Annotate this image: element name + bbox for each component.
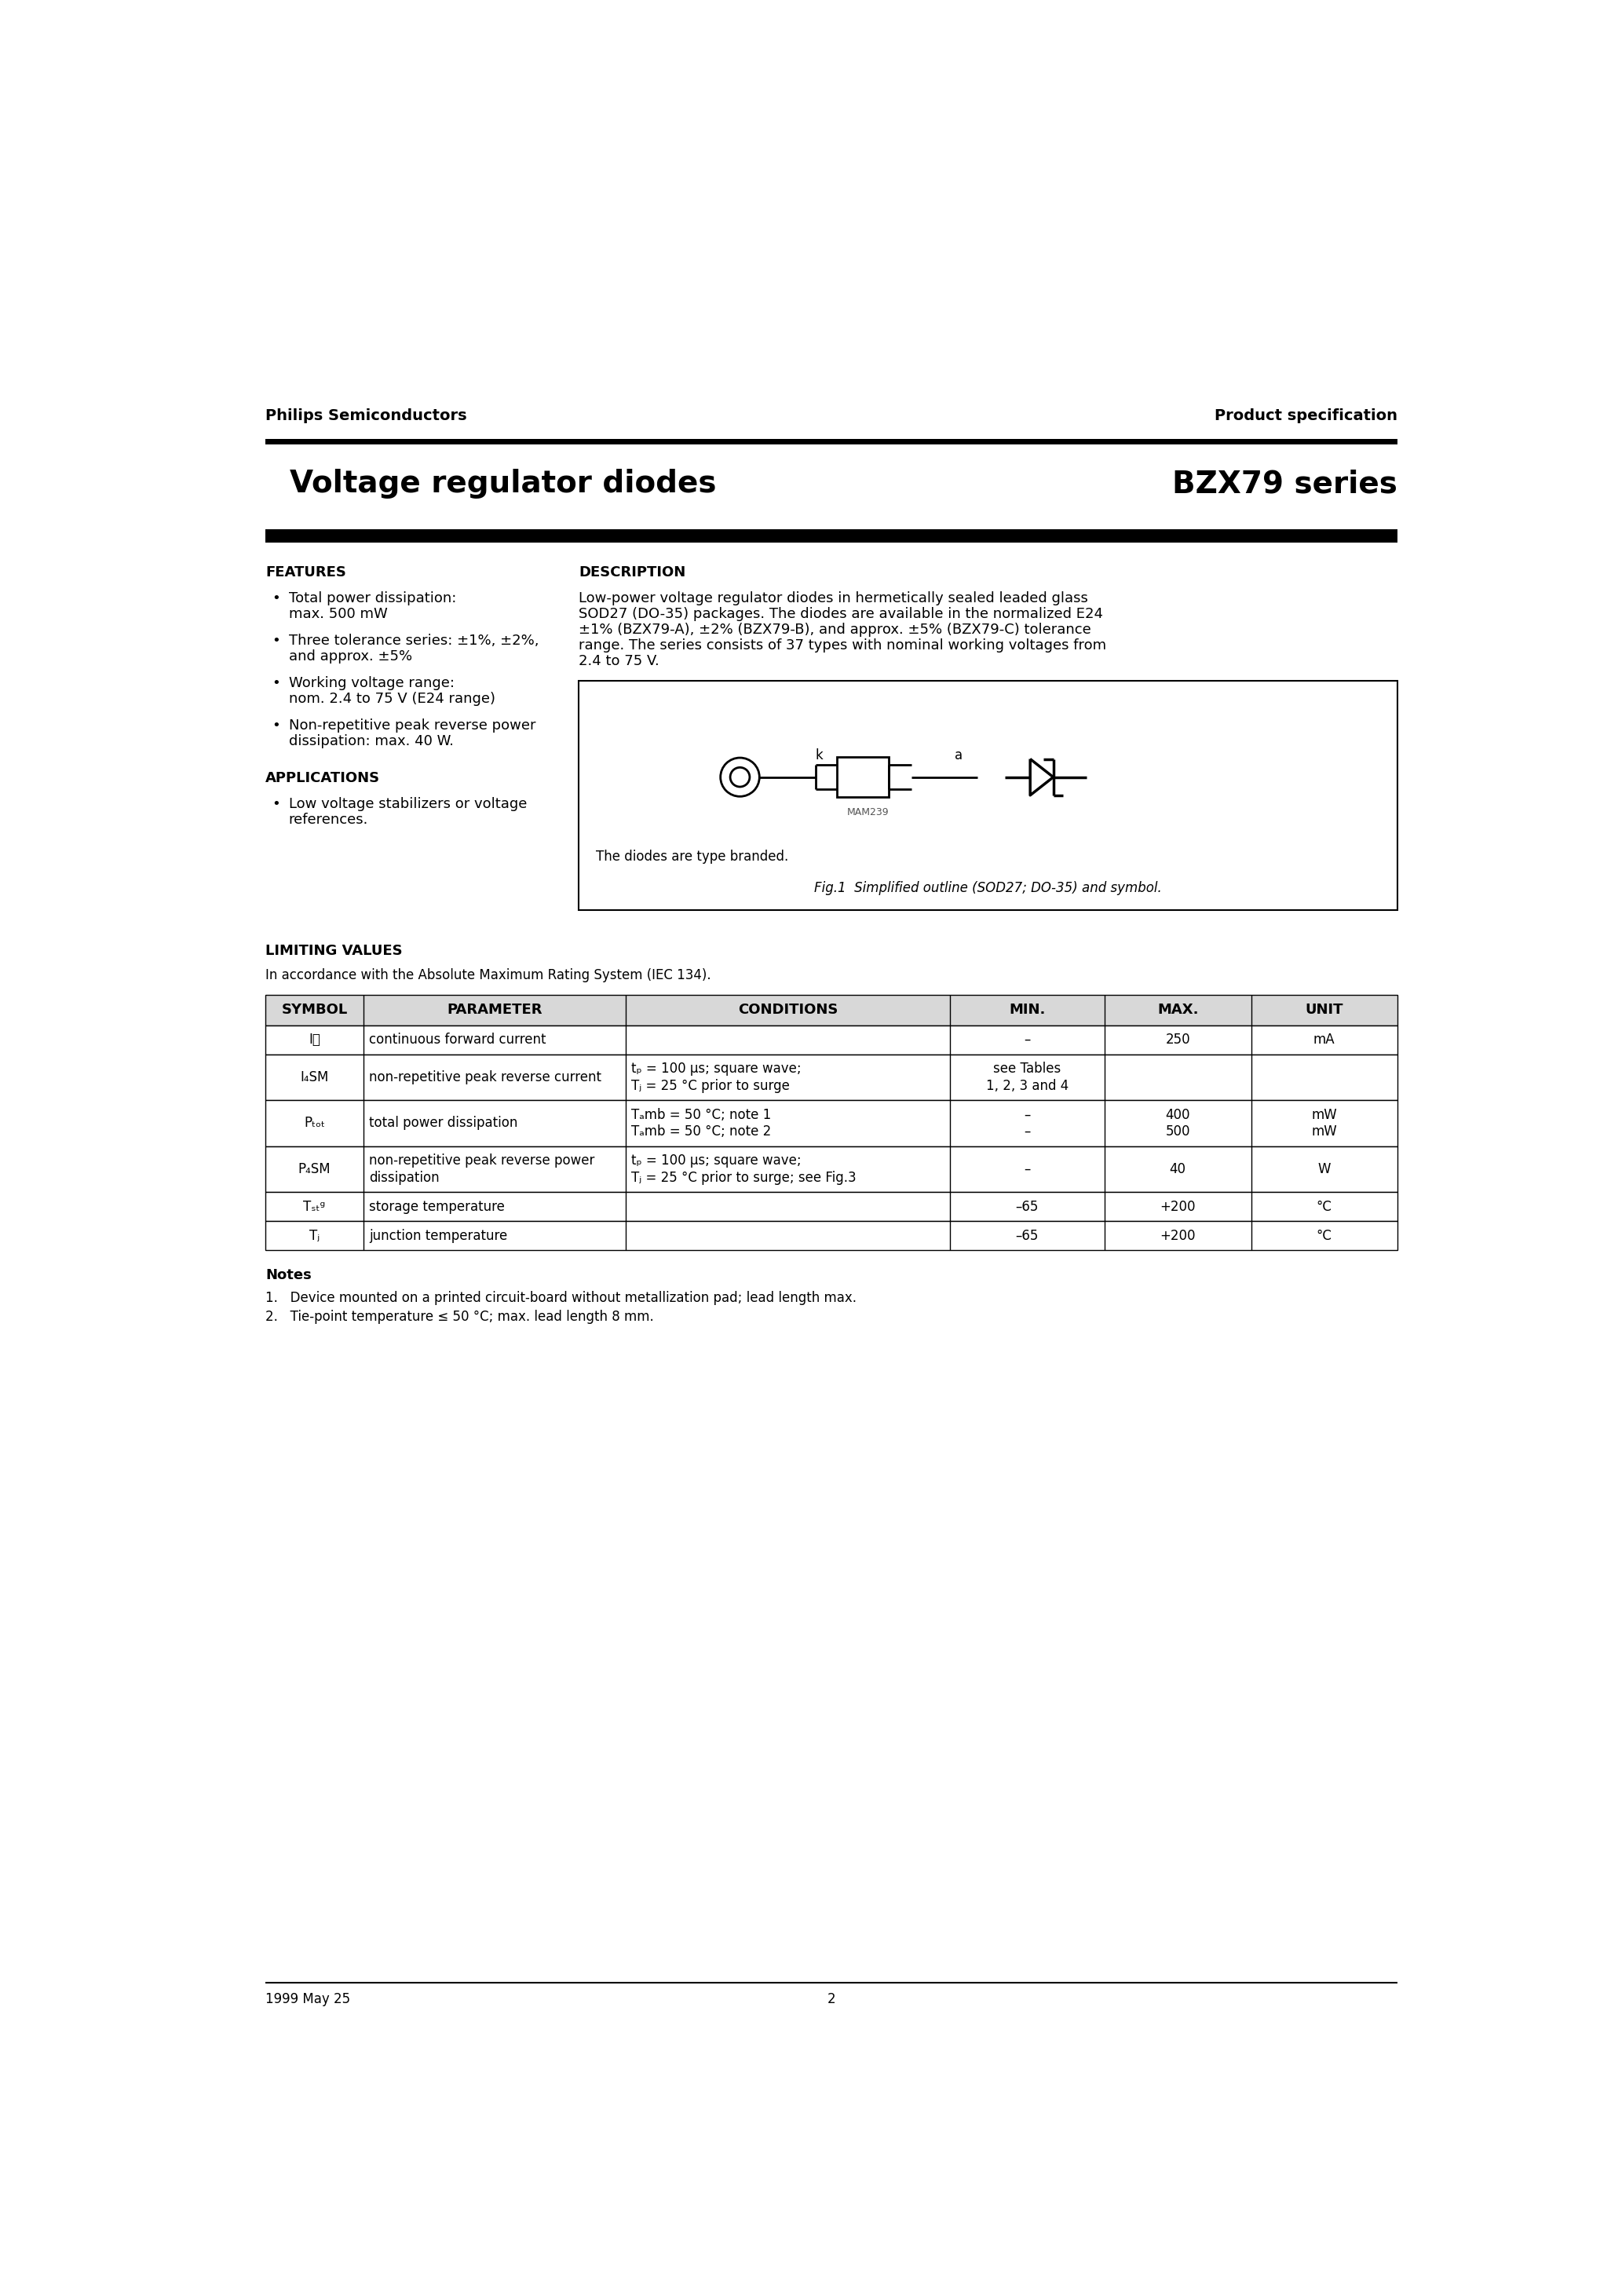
Text: Tₐmb = 50 °C; note 1: Tₐmb = 50 °C; note 1 xyxy=(631,1107,770,1123)
Text: and approx. ±5%: and approx. ±5% xyxy=(289,650,412,664)
Text: –: – xyxy=(1023,1125,1030,1139)
Text: mW: mW xyxy=(1311,1107,1337,1123)
Text: Low-power voltage regulator diodes in hermetically sealed leaded glass: Low-power voltage regulator diodes in he… xyxy=(579,590,1088,606)
Text: max. 500 mW: max. 500 mW xyxy=(289,606,388,620)
Text: Tₐmb = 50 °C; note 2: Tₐmb = 50 °C; note 2 xyxy=(631,1125,770,1139)
Text: The diodes are type branded.: The diodes are type branded. xyxy=(595,850,788,863)
Text: FEATURES: FEATURES xyxy=(266,565,345,581)
Text: •: • xyxy=(271,634,281,647)
Text: •: • xyxy=(271,590,281,606)
Text: junction temperature: junction temperature xyxy=(368,1228,508,1242)
Text: range. The series consists of 37 types with nominal working voltages from: range. The series consists of 37 types w… xyxy=(579,638,1106,652)
Text: Working voltage range:: Working voltage range: xyxy=(289,675,454,689)
Bar xyxy=(266,1054,1397,1100)
Text: Notes: Notes xyxy=(266,1267,311,1283)
Bar xyxy=(266,1221,1397,1251)
Text: Three tolerance series: ±1%, ±2%,: Three tolerance series: ±1%, ±2%, xyxy=(289,634,539,647)
Text: 250: 250 xyxy=(1165,1033,1191,1047)
Text: MIN.: MIN. xyxy=(1009,1003,1046,1017)
Text: continuous forward current: continuous forward current xyxy=(368,1033,547,1047)
Text: see Tables: see Tables xyxy=(993,1061,1061,1077)
Text: PARAMETER: PARAMETER xyxy=(446,1003,542,1017)
Text: Product specification: Product specification xyxy=(1215,409,1397,422)
Text: Philips Semiconductors: Philips Semiconductors xyxy=(266,409,467,422)
Text: 1.   Device mounted on a printed circuit-board without metallization pad; lead l: 1. Device mounted on a printed circuit-b… xyxy=(266,1290,856,1306)
Text: I₟: I₟ xyxy=(308,1033,320,1047)
Text: 500: 500 xyxy=(1166,1125,1191,1139)
Text: 40: 40 xyxy=(1169,1162,1186,1176)
Text: UNIT: UNIT xyxy=(1306,1003,1343,1017)
Text: W: W xyxy=(1317,1162,1330,1176)
Bar xyxy=(266,994,1397,1026)
Text: +200: +200 xyxy=(1160,1199,1195,1215)
Text: SOD27 (DO-35) packages. The diodes are available in the normalized E24: SOD27 (DO-35) packages. The diodes are a… xyxy=(579,606,1103,620)
Text: non-repetitive peak reverse current: non-repetitive peak reverse current xyxy=(368,1070,602,1084)
Text: 1, 2, 3 and 4: 1, 2, 3 and 4 xyxy=(986,1079,1069,1093)
Bar xyxy=(579,680,1397,912)
Bar xyxy=(266,1146,1397,1192)
Text: Voltage regulator diodes: Voltage regulator diodes xyxy=(290,468,717,498)
Text: BZX79 series: BZX79 series xyxy=(1173,468,1397,498)
Text: nom. 2.4 to 75 V (E24 range): nom. 2.4 to 75 V (E24 range) xyxy=(289,691,495,705)
Text: I₄SM: I₄SM xyxy=(300,1070,329,1084)
Text: •: • xyxy=(271,719,281,732)
Text: +200: +200 xyxy=(1160,1228,1195,1242)
Text: Pₜₒₜ: Pₜₒₜ xyxy=(303,1116,324,1130)
Bar xyxy=(266,1026,1397,1054)
Text: non-repetitive peak reverse power: non-repetitive peak reverse power xyxy=(368,1153,595,1169)
Text: –65: –65 xyxy=(1015,1228,1038,1242)
Text: 1999 May 25: 1999 May 25 xyxy=(266,1993,350,2007)
Text: Tⱼ = 25 °C prior to surge; see Fig.3: Tⱼ = 25 °C prior to surge; see Fig.3 xyxy=(631,1171,856,1185)
Text: tₚ = 100 μs; square wave;: tₚ = 100 μs; square wave; xyxy=(631,1061,801,1077)
Text: LIMITING VALUES: LIMITING VALUES xyxy=(266,944,402,957)
Text: Tₛₜᵍ: Tₛₜᵍ xyxy=(303,1199,326,1215)
Text: DESCRIPTION: DESCRIPTION xyxy=(579,565,686,581)
Text: total power dissipation: total power dissipation xyxy=(368,1116,517,1130)
Text: tₚ = 100 μs; square wave;: tₚ = 100 μs; square wave; xyxy=(631,1153,801,1169)
Text: °C: °C xyxy=(1317,1199,1332,1215)
Text: •: • xyxy=(271,797,281,810)
Text: P₄SM: P₄SM xyxy=(298,1162,331,1176)
Text: –: – xyxy=(1023,1162,1030,1176)
Text: MAX.: MAX. xyxy=(1156,1003,1199,1017)
Text: k: k xyxy=(816,748,822,762)
Bar xyxy=(266,439,1397,445)
Text: CONDITIONS: CONDITIONS xyxy=(738,1003,839,1017)
Text: –65: –65 xyxy=(1015,1199,1038,1215)
Text: dissipation: max. 40 W.: dissipation: max. 40 W. xyxy=(289,735,454,748)
Text: references.: references. xyxy=(289,813,368,827)
Text: In accordance with the Absolute Maximum Rating System (IEC 134).: In accordance with the Absolute Maximum … xyxy=(266,969,710,983)
Text: Fig.1  Simplified outline (SOD27; DO-35) and symbol.: Fig.1 Simplified outline (SOD27; DO-35) … xyxy=(814,882,1161,895)
Text: APPLICATIONS: APPLICATIONS xyxy=(266,771,380,785)
Text: dissipation: dissipation xyxy=(368,1171,440,1185)
Text: –: – xyxy=(1023,1033,1030,1047)
Text: 400: 400 xyxy=(1166,1107,1191,1123)
Text: °C: °C xyxy=(1317,1228,1332,1242)
Text: 2.4 to 75 V.: 2.4 to 75 V. xyxy=(579,654,660,668)
Bar xyxy=(266,1192,1397,1221)
Text: Total power dissipation:: Total power dissipation: xyxy=(289,590,456,606)
Text: MAM239: MAM239 xyxy=(847,808,889,817)
Text: mA: mA xyxy=(1314,1033,1335,1047)
Text: mW: mW xyxy=(1311,1125,1337,1139)
Text: SYMBOL: SYMBOL xyxy=(281,1003,347,1017)
Bar xyxy=(266,1100,1397,1146)
Text: 2: 2 xyxy=(827,1993,835,2007)
Text: a: a xyxy=(955,748,963,762)
Text: Tⱼ: Tⱼ xyxy=(310,1228,320,1242)
Bar xyxy=(837,758,889,797)
Text: –: – xyxy=(1023,1107,1030,1123)
Text: storage temperature: storage temperature xyxy=(368,1199,504,1215)
Text: Low voltage stabilizers or voltage: Low voltage stabilizers or voltage xyxy=(289,797,527,810)
Text: •: • xyxy=(271,675,281,689)
Text: Non-repetitive peak reverse power: Non-repetitive peak reverse power xyxy=(289,719,535,732)
Text: ±1% (BZX79-A), ±2% (BZX79-B), and approx. ±5% (BZX79-C) tolerance: ±1% (BZX79-A), ±2% (BZX79-B), and approx… xyxy=(579,622,1092,636)
Text: Tⱼ = 25 °C prior to surge: Tⱼ = 25 °C prior to surge xyxy=(631,1079,790,1093)
Text: 2.   Tie-point temperature ≤ 50 °C; max. lead length 8 mm.: 2. Tie-point temperature ≤ 50 °C; max. l… xyxy=(266,1309,654,1322)
Bar xyxy=(266,530,1397,542)
